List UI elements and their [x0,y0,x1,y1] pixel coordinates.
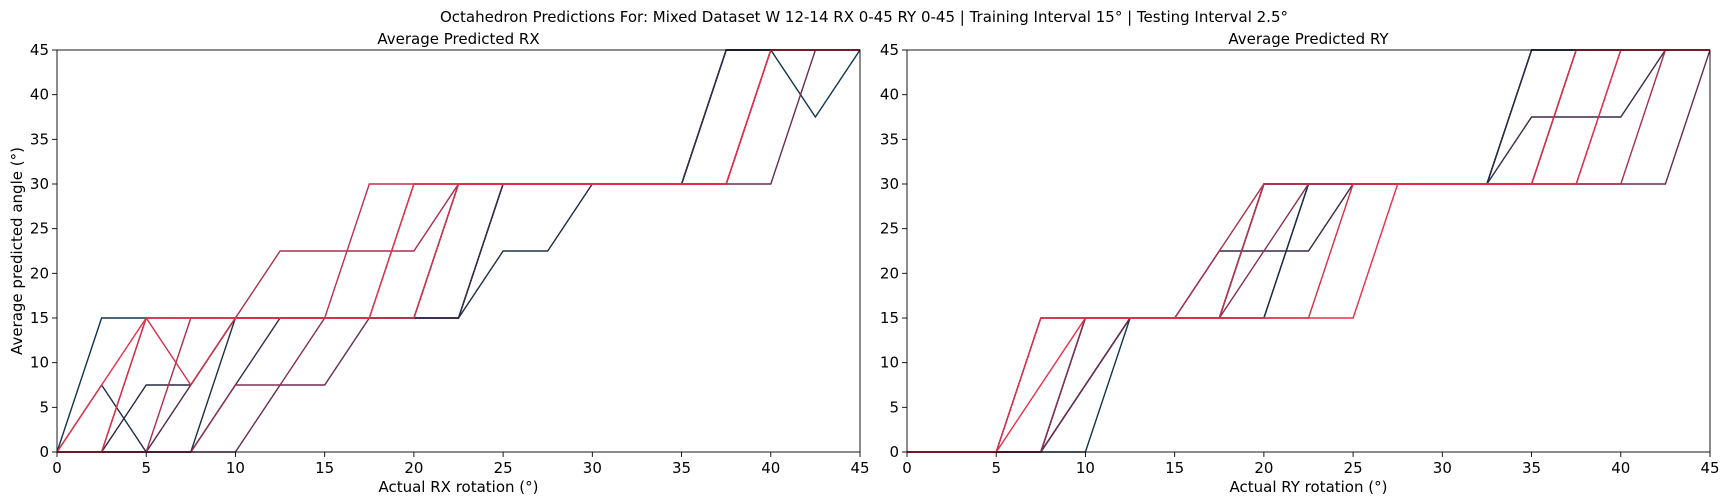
plot-frame [56,49,861,453]
series-line-10 [57,49,860,453]
x-tick-label: 30 [1433,459,1452,477]
y-axis-label: Average predicted angle (°) [8,147,26,355]
subplot-1: 0 5 10 15 20 25 30 35 40 45 0 5 10 15 20 25 30 35 40 45 Aver… [8,30,870,496]
y-tick-label: 45 [30,41,49,59]
series-line-11 [57,49,860,453]
x-tick-label: 15 [315,459,334,477]
y-tick-label: 30 [30,175,49,193]
y-tick-label: 5 [39,398,49,416]
y-tick-label: 40 [30,86,49,104]
y-tick-label: 35 [880,130,899,148]
y-tick-label: 20 [880,264,899,282]
x-tick-label: 45 [1700,459,1719,477]
x-tick-label: 35 [1522,459,1541,477]
figure-title: Octahedron Predictions For: Mixed Datase… [440,8,1288,26]
y-tick-label: 0 [39,443,49,461]
series-line-8 [57,49,860,453]
x-axis-label: Actual RY rotation (°) [1230,478,1388,496]
y-tick-label: 25 [880,220,899,238]
series-line-7 [57,49,860,453]
x-tick-label: 15 [1165,459,1184,477]
x-tick-label: 20 [404,459,423,477]
x-tick-label: 10 [226,459,245,477]
series-line-11 [907,49,1710,453]
series-line-5 [57,49,860,453]
y-tick-label: 45 [880,41,899,59]
x-tick-label: 0 [902,459,912,477]
y-tick-label: 0 [889,443,899,461]
series-line-4 [57,49,860,453]
series-line-9 [57,49,860,453]
series-group [907,49,1710,453]
y-tick-label: 15 [880,309,899,327]
y-tick-label: 15 [30,309,49,327]
x-axis-label: Actual RX rotation (°) [378,478,538,496]
x-tick-label: 25 [1344,459,1363,477]
y-tick-label: 10 [880,354,899,372]
x-tick-label: 30 [583,459,602,477]
x-tick-label: 35 [672,459,691,477]
y-tick-label: 5 [889,398,899,416]
x-tick-label: 40 [1611,459,1630,477]
y-tick-label: 25 [30,220,49,238]
x-tick-label: 5 [141,459,151,477]
y-tick-label: 30 [880,175,899,193]
y-tick-label: 40 [880,86,899,104]
subplot-title: Average Predicted RX [377,30,539,48]
x-tick-label: 45 [850,459,869,477]
x-tick-label: 40 [761,459,780,477]
subplot-2: 0 5 10 15 20 25 30 35 40 45 0 5 10 15 20 25 30 35 40 45 Aver… [880,30,1720,496]
subplot-title: Average Predicted RY [1228,30,1389,48]
y-tick-label: 35 [30,130,49,148]
plot-frame [906,49,1711,453]
x-tick-label: 0 [52,459,62,477]
x-tick-label: 10 [1076,459,1095,477]
series-group [57,49,860,453]
series-line-6 [57,49,860,453]
x-tick-label: 5 [991,459,1001,477]
series-line-4 [907,49,1710,453]
y-tick-label: 10 [30,354,49,372]
x-tick-label: 25 [494,459,513,477]
y-tick-label: 20 [30,264,49,282]
x-tick-label: 20 [1254,459,1273,477]
series-line-3 [57,49,860,453]
series-line-2 [57,49,860,453]
series-line-1 [57,49,860,453]
